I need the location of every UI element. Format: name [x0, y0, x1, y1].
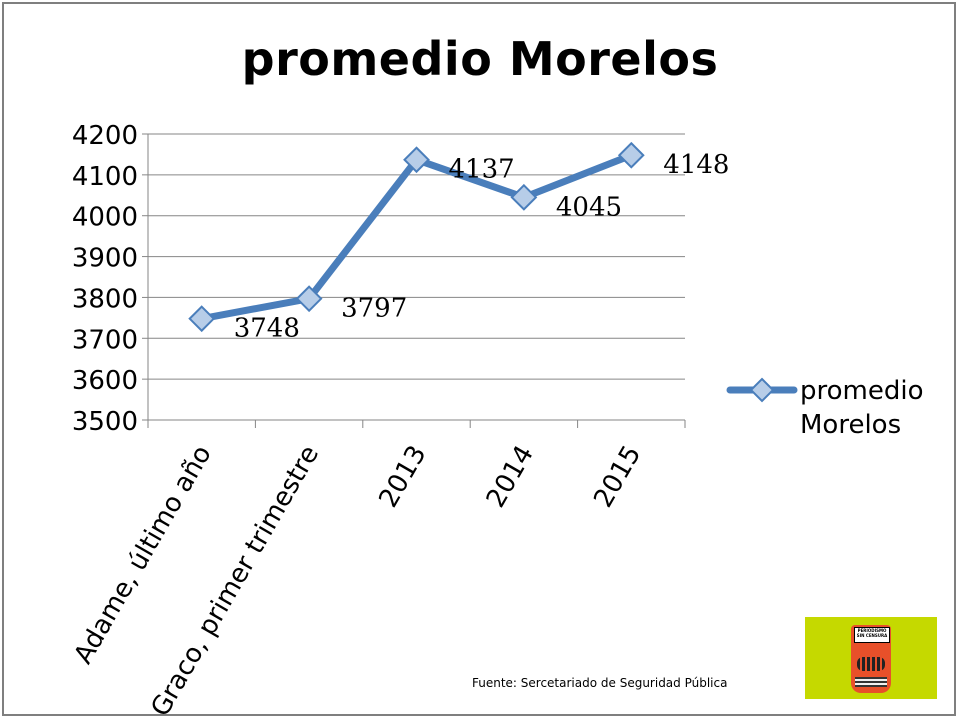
x-tick-label: 2013 [373, 441, 432, 513]
x-tick-label: 2014 [481, 441, 540, 513]
logo-text: PERIODISMO SIN CENSURA [854, 627, 890, 643]
y-tick-label: 4000 [72, 203, 138, 233]
data-point-marker [617, 141, 645, 169]
y-tick-label: 3600 [72, 366, 138, 396]
periodismo-logo: PERIODISMO SIN CENSURA [805, 617, 937, 699]
data-point-marker [403, 146, 430, 174]
y-tick-label: 4100 [72, 162, 138, 192]
data-label: 3748 [234, 314, 300, 344]
data-label: 3797 [341, 294, 407, 324]
data-point-marker [295, 285, 323, 313]
y-tick-label: 3800 [72, 284, 138, 314]
y-tick-label: 3500 [72, 407, 138, 437]
data-point-marker [510, 183, 538, 211]
x-tick-label: 2015 [588, 441, 647, 513]
source-note: Fuente: Sercetariado de Seguridad Públic… [472, 676, 728, 690]
data-label: 4148 [663, 150, 729, 180]
y-tick-label: 4200 [72, 121, 138, 151]
data-label: 4137 [449, 155, 515, 185]
typewriter-base-icon [855, 677, 887, 687]
typewriter-keys-icon [857, 657, 885, 671]
legend-label: promedio Morelos [800, 376, 924, 440]
y-tick-label: 3700 [72, 325, 138, 355]
y-tick-label: 3900 [72, 244, 138, 274]
legend-marker [749, 377, 775, 403]
data-point-marker [188, 305, 216, 333]
chart-title: promedio Morelos [241, 32, 719, 86]
series-line [198, 151, 635, 323]
data-label: 4045 [556, 192, 622, 222]
